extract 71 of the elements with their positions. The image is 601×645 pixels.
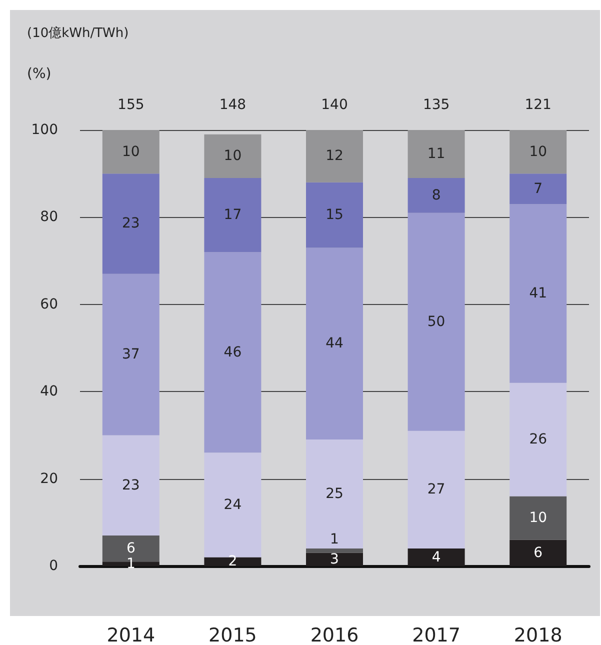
bar [204, 557, 262, 566]
x-tick-label: 2017 [412, 624, 460, 645]
data-label: 44 [326, 336, 344, 352]
text: 155 [118, 97, 144, 113]
data-label: 37 [122, 346, 140, 363]
data-label: 27 [427, 482, 446, 498]
bar [204, 134, 262, 178]
data-label: 50 [427, 314, 446, 330]
bar [408, 178, 465, 213]
data-label: 1 [126, 556, 136, 572]
y-tick-label: 20 [40, 470, 58, 487]
text: 121 [524, 97, 552, 113]
data-label: 23 [122, 477, 140, 494]
data-label: 3 [330, 551, 339, 568]
data-label: 23 [122, 216, 140, 232]
bar [408, 130, 465, 178]
data-label: 41 [529, 286, 548, 302]
bar [510, 382, 567, 496]
data-label: 2 [228, 554, 238, 570]
data-label: 46 [224, 344, 242, 360]
data-label: 1 [330, 532, 339, 548]
data-label: 12 [326, 148, 344, 164]
text: 135 [422, 97, 450, 113]
data-label: 24 [224, 496, 242, 513]
bar [102, 174, 160, 274]
bar [510, 174, 567, 204]
bar [408, 548, 465, 566]
bar [510, 540, 567, 566]
x-tick-label: 2016 [310, 624, 359, 645]
data-label: 6 [534, 544, 543, 561]
text: 140 [321, 97, 348, 113]
text: 148 [219, 97, 246, 113]
y-tick-label: 0 [49, 558, 58, 574]
bar [102, 435, 160, 536]
data-label: 15 [326, 207, 344, 224]
data-label: 10 [529, 510, 548, 526]
data-label: 7 [534, 180, 543, 197]
data-label: 17 [224, 207, 242, 224]
data-label: 6 [126, 540, 136, 557]
bar [306, 182, 363, 248]
data-label: 10 [122, 144, 140, 160]
data-label: 25 [326, 486, 344, 502]
bar [306, 130, 363, 182]
x-tick-label: 2015 [208, 624, 257, 645]
bar [102, 274, 160, 436]
y-tick-label: 80 [40, 209, 58, 226]
y-tick-label: 100 [31, 122, 58, 138]
x-tick-label: 2018 [514, 624, 562, 645]
bar [510, 130, 567, 174]
bar [102, 130, 160, 174]
y-axis-title: (%) [27, 66, 52, 82]
y-tick-label: 60 [40, 296, 58, 312]
bar [408, 430, 465, 549]
data-label: 10 [529, 144, 548, 160]
bar [306, 248, 363, 440]
bar [204, 178, 262, 252]
bar [306, 440, 363, 549]
bar [510, 496, 567, 540]
data-label: 10 [224, 148, 242, 164]
data-label: 26 [529, 432, 548, 448]
data-label: 8 [432, 187, 441, 204]
bar [408, 212, 465, 431]
bar [306, 552, 363, 566]
bar [510, 204, 567, 383]
chart-title: (10億kWh/TWh) [27, 26, 129, 41]
x-tick-label: 2014 [106, 624, 156, 645]
data-label: 11 [427, 146, 446, 162]
data-label: 4 [432, 549, 441, 566]
y-tick-label: 40 [40, 384, 58, 400]
bar [204, 252, 262, 453]
bar [306, 548, 363, 553]
